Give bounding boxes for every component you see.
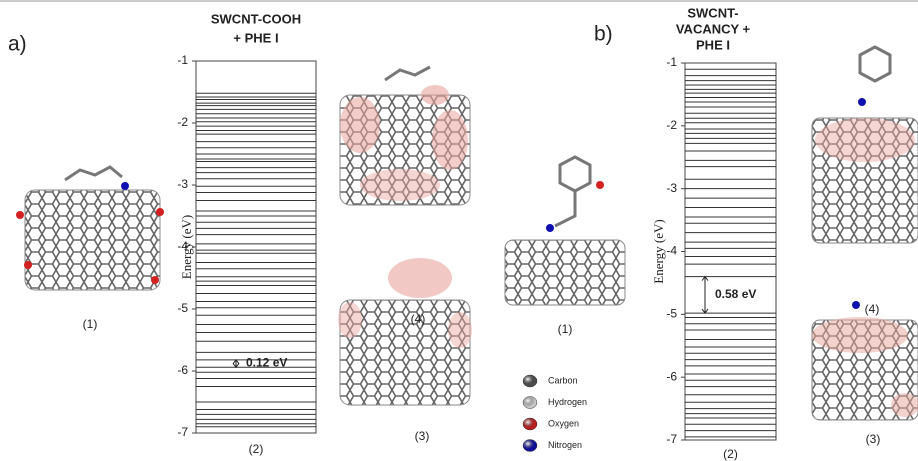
y-tick-label: -5	[177, 301, 188, 315]
y-tick-label: -4	[177, 239, 188, 253]
y-tick-label: -1	[666, 55, 677, 69]
chart-title: + PHE I	[233, 30, 278, 45]
legend-shine	[523, 439, 537, 452]
y-tick-label: -6	[177, 363, 188, 377]
structure-label: (3)	[415, 429, 430, 443]
chart-title: SWCNT-	[687, 5, 738, 20]
panel-label: a)	[8, 33, 27, 56]
structure-label: (1)	[558, 322, 573, 336]
plot-frame	[684, 62, 777, 441]
molecule-a3	[338, 258, 472, 406]
y-tick-label: -3	[177, 177, 188, 191]
structure-label: (4)	[411, 312, 426, 326]
y-axis-label: Energy (eV)	[179, 215, 194, 279]
y-tick-label: -3	[666, 181, 677, 195]
y-tick-label: -7	[666, 432, 677, 446]
y-tick-label: -2	[666, 118, 677, 132]
molecule-b4	[811, 45, 918, 244]
gap-label: 0.58 eV	[715, 287, 756, 301]
chart-title: VACANCY +	[676, 21, 751, 36]
y-tick-label: -1	[177, 53, 188, 67]
y-tick-label: -2	[177, 115, 188, 129]
structure-label: (4)	[865, 302, 880, 316]
panel-label: b)	[594, 23, 613, 46]
plot-frame	[195, 60, 317, 434]
y-tick-label: -5	[666, 307, 677, 321]
y-tick-label: -4	[666, 244, 677, 258]
legend-label: Hydrogen	[548, 397, 587, 407]
structure-label: (1)	[83, 317, 98, 331]
gap-arrow	[701, 275, 709, 314]
chart-title: PHE I	[696, 37, 730, 52]
legend-label: Nitrogen	[548, 440, 582, 450]
molecule-a4	[339, 65, 471, 206]
legend-shine	[523, 418, 537, 430]
structure-label: (3)	[866, 432, 881, 446]
chart-title: SWCNT-COOH	[211, 11, 301, 26]
y-axis-label: Energy (eV)	[651, 219, 666, 283]
molecule-b1	[504, 155, 626, 306]
gap-label: 0.12 eV	[246, 356, 287, 370]
molecule-a1	[16, 165, 164, 291]
y-tick-label: -7	[177, 425, 188, 439]
x-axis-label: (2)	[723, 447, 738, 461]
legend-shine	[523, 396, 537, 409]
y-tick-label: -6	[666, 369, 677, 383]
legend-shine	[523, 375, 537, 387]
gap-arrow	[232, 359, 240, 369]
legend-label: Oxygen	[548, 418, 579, 428]
x-axis-label: (2)	[249, 442, 264, 456]
legend-label: Carbon	[548, 375, 578, 385]
molecule-b3	[811, 301, 918, 421]
